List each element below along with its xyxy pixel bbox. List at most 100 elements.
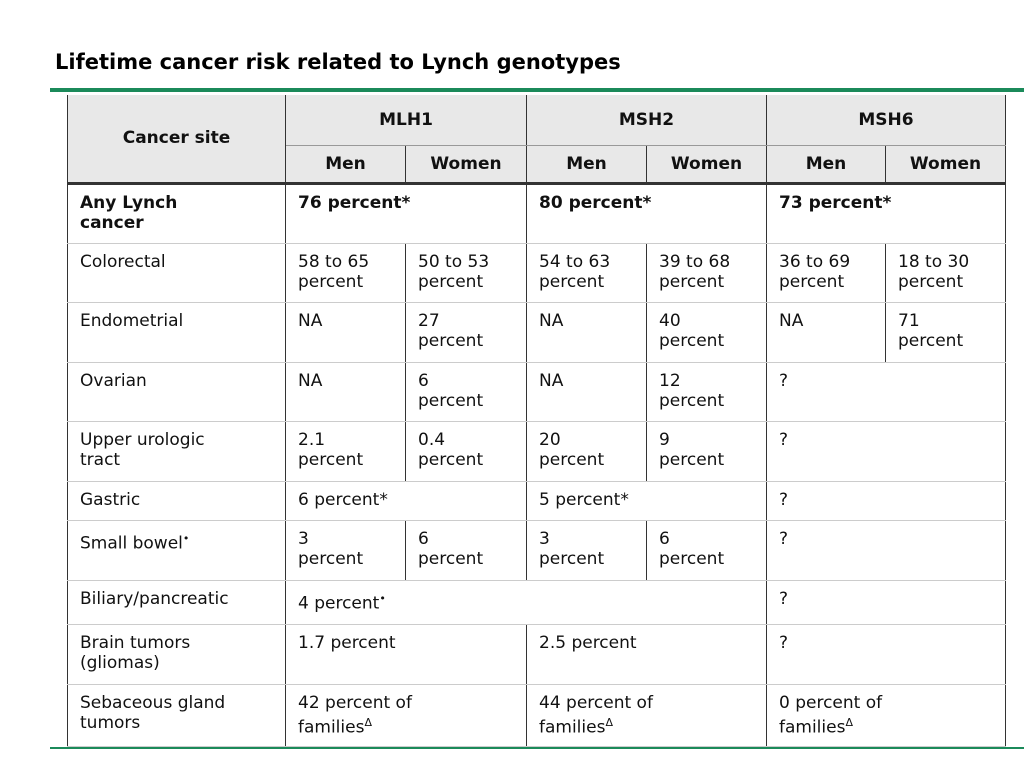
header-row: Cancer site MLH1 MSH2 MSH6 [67,95,1006,185]
site-cell: Colorectal [67,243,286,303]
cell-line: Colorectal [80,251,166,272]
subheader-row: Men Women Men Women Men Women [68,145,1006,185]
cell-line: 2.5 percent [539,632,637,653]
cell-line: percent [898,330,964,351]
title: Lifetime cancer risk related to Lynch ge… [55,50,621,74]
cell-line: Sebaceous gland [80,692,226,713]
data-row: Biliary/pancreatic 4 percent•? [67,580,1006,625]
cell-line: 6 percent* [298,489,388,510]
risk-cell: ? [766,520,1006,581]
risk-cell: 39 to 68 percent [646,243,767,303]
cell-line: familiesΔ [298,715,372,738]
risk-cell: 3 percent [285,520,406,581]
risk-cell: 1.7 percent [285,624,527,685]
cell-line: 2.1 [298,429,326,450]
data-row: Ovarian NA 6 percent NA 12 percent? [67,362,1006,422]
cell-line: 40 [659,310,681,331]
gene-header: MSH2 [526,95,767,146]
cell-line: ? [779,429,789,450]
cell-line: ? [779,588,789,609]
site-cell: Sebaceous gland tumors [67,684,286,747]
cell-line: tract [80,449,121,470]
cell-line: percent [418,271,484,292]
cell-line: 0 percent of [779,692,883,713]
risk-cell: 6 percent [646,520,767,581]
footnote-mark: • [182,531,190,545]
cell-line: ? [779,528,789,549]
top-rule [50,88,1024,92]
risk-cell: NA [285,362,406,422]
risk-cell: NA [285,302,406,363]
cell-line: percent [418,330,484,351]
site-cell: Any Lynch cancer [67,183,286,244]
risk-cell: 4 percent• [285,580,767,625]
cell-line: 36 to 69 [779,251,851,272]
data-row: Colorectal 58 to 65 percent 50 to 53 percent… [67,243,1006,303]
cell-line: NA [539,370,564,391]
cell-line: percent [418,390,484,411]
site-cell: Ovarian [67,362,286,422]
cell-line: 1.7 percent [298,632,396,653]
risk-cell: ? [766,362,1006,422]
cell-line: percent [298,548,364,569]
cell-line: 54 to 63 [539,251,611,272]
cell-line: NA [298,310,323,331]
risk-cell: 2.5 percent [526,624,767,685]
sex-header: Women [885,145,1006,185]
site-cell: Small bowel• [67,520,286,581]
cell-line: percent [779,271,845,292]
cell-line: ? [779,370,789,391]
cell-line: 50 to 53 [418,251,490,272]
cell-line: Small bowel• [80,531,190,554]
risk-cell: ? [766,481,1006,521]
cell-line: Endometrial [80,310,184,331]
footnote-mark: • [379,591,386,605]
data-row: Gastric 6 percent* 5 percent*? [67,481,1006,521]
cell-line: NA [298,370,323,391]
cell-line: 6 [418,370,429,391]
site-cell: Upper urologic tract [67,421,286,482]
data-row: Sebaceous gland tumors 42 percent of famili… [67,684,1006,747]
cell-line: 5 percent* [539,489,629,510]
site-cell: Gastric [67,481,286,521]
sex-header: Men [526,145,647,185]
risk-cell: 44 percent of familiesΔ [526,684,767,747]
cell-line: familiesΔ [779,715,853,738]
risk-table: Cancer site MLH1 MSH2 MSH6 Men Women Men Women M… [67,95,1006,747]
cell-line: (gliomas) [80,652,160,673]
risk-cell: 58 to 65 percent [285,243,406,303]
cell-line: cancer [80,212,144,233]
bottom-rule [50,747,1024,749]
cell-line: percent [659,449,725,470]
cell-line: ? [779,489,789,510]
footnote-mark: Δ [605,715,613,729]
risk-cell: 12 percent [646,362,767,422]
cell-line: 80 percent* [539,192,652,213]
cell-line: 27 [418,310,440,331]
data-row: Endometrial NA 27 percent NA 40 percent NA 71 per… [67,302,1006,363]
site-cell: Biliary/pancreatic [67,580,286,625]
cell-line: percent [659,548,725,569]
sex-header: Men [766,145,886,185]
risk-cell: 20 percent [526,421,647,482]
cell-line: tumors [80,712,141,733]
risk-cell: 6 percent [405,520,527,581]
risk-cell: 76 percent* [285,183,527,244]
data-row: Any Lynch cancer 76 percent* 80 percent* 73 … [67,183,1006,244]
cell-line: Any Lynch [80,192,178,213]
sex-header: Men [285,145,406,185]
site-cell: Brain tumors (gliomas) [67,624,286,685]
risk-cell: ? [766,421,1006,482]
cell-line: Brain tumors [80,632,191,653]
gene-header: MSH6 [766,95,1006,146]
risk-cell: 6 percent [405,362,527,422]
sex-header: Women [405,145,527,185]
data-row: Brain tumors (gliomas) 1.7 percent 2.5 perc… [67,624,1006,685]
cell-line: 18 to 30 [898,251,970,272]
risk-cell: 50 to 53 percent [405,243,527,303]
cell-line: percent [539,548,605,569]
risk-cell: NA [766,302,886,363]
cell-line: 71 [898,310,920,331]
risk-cell: 3 percent [526,520,647,581]
